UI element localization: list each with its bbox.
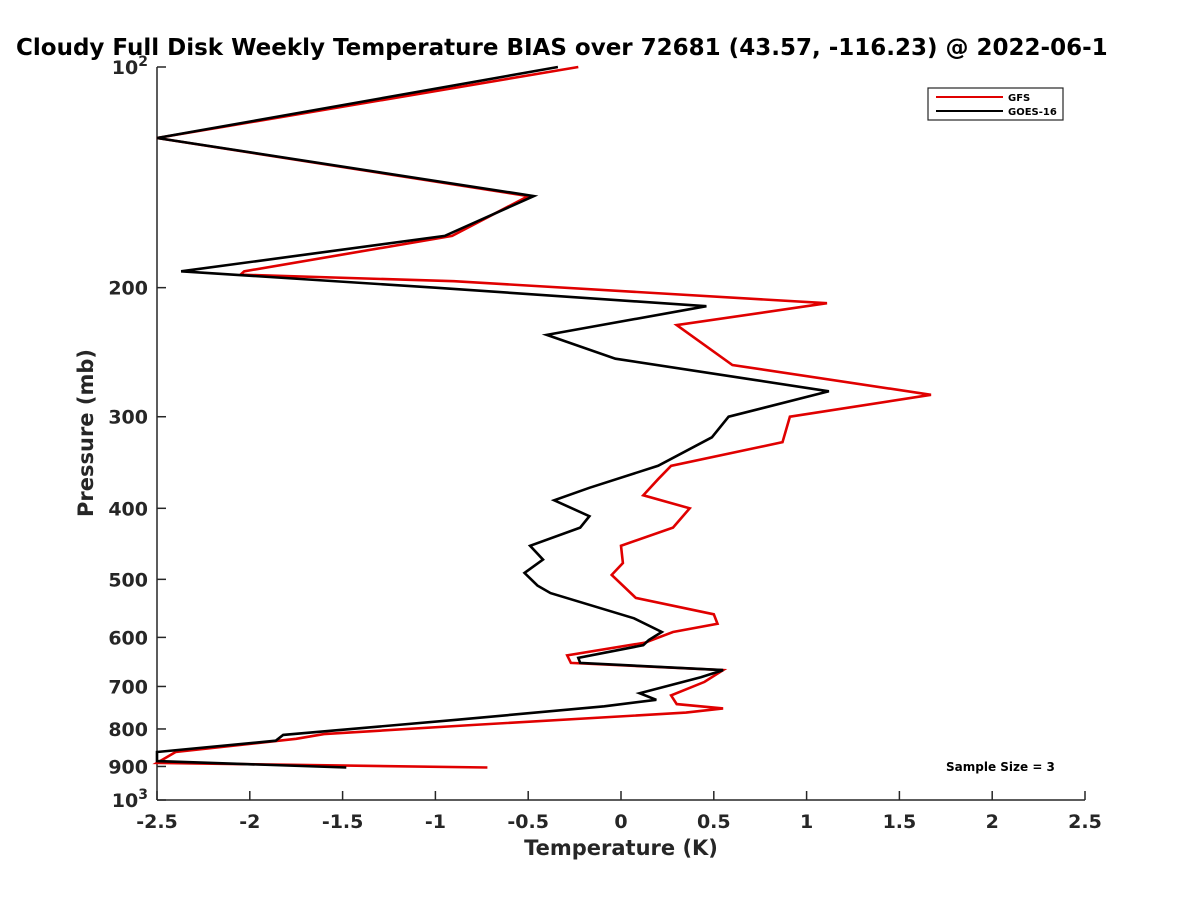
y-tick-label-base: 10 <box>112 790 138 812</box>
legend: GFS GOES-16 <box>927 87 1064 121</box>
sample-size-annotation: Sample Size = 3 <box>946 760 1055 774</box>
y-tick-label: 200 <box>108 278 148 300</box>
x-tick-label: -1 <box>425 811 446 833</box>
y-tick-label: 800 <box>108 719 148 741</box>
y-tick-label: 700 <box>108 676 148 698</box>
series-line-goes-16 <box>155 65 830 769</box>
y-tick-label: 600 <box>108 627 148 649</box>
y-tick-label-base: 600 <box>108 627 148 649</box>
y-tick-label-base: 300 <box>108 407 148 429</box>
x-tick-label: -1.5 <box>322 811 364 833</box>
y-tick-label-base: 700 <box>108 676 148 698</box>
y-tick-label: 300 <box>108 407 148 429</box>
y-tick-label-base: 900 <box>108 756 148 778</box>
x-tick-label: 2 <box>986 811 999 833</box>
y-tick-label: 102 <box>112 54 148 79</box>
y-tick-label-base: 10 <box>112 57 138 79</box>
y-tick-label-base: 400 <box>108 498 148 520</box>
x-tick-label: 0.5 <box>697 811 731 833</box>
y-tick-label: 400 <box>108 498 148 520</box>
y-tick-label-exponent: 3 <box>138 787 148 803</box>
x-tick-label: -2.5 <box>136 811 178 833</box>
x-tick-label: 0 <box>614 811 627 833</box>
x-tick-label: 1.5 <box>883 811 917 833</box>
x-tick-label: 2.5 <box>1068 811 1102 833</box>
y-tick-label: 103 <box>112 787 148 812</box>
legend-label-goes-16: GOES-16 <box>1008 107 1057 118</box>
x-tick-label: 1 <box>800 811 813 833</box>
y-tick-label-base: 800 <box>108 719 148 741</box>
legend-label-gfs: GFS <box>1008 93 1030 104</box>
y-axis-label: Pressure (mb) <box>74 349 98 517</box>
series-line-gfs <box>152 65 932 769</box>
y-tick-label: 500 <box>108 569 148 591</box>
y-tick-label-base: 500 <box>108 569 148 591</box>
x-tick-label: -2 <box>239 811 260 833</box>
y-tick-label: 900 <box>108 756 148 778</box>
y-tick-label-base: 200 <box>108 278 148 300</box>
series-layer <box>152 65 932 769</box>
x-ticks: -2.5 -2 -1.5 -1 -0.5 0 0.5 1 1.5 2 2.5 <box>136 791 1102 833</box>
x-tick-label: -0.5 <box>507 811 549 833</box>
legend-box <box>927 87 1064 121</box>
chart-title: Cloudy Full Disk Weekly Temperature BIAS… <box>16 35 1108 61</box>
plot-axes <box>156 67 1085 801</box>
x-axis-label: Temperature (K) <box>524 836 718 860</box>
y-tick-label-exponent: 2 <box>138 54 148 70</box>
